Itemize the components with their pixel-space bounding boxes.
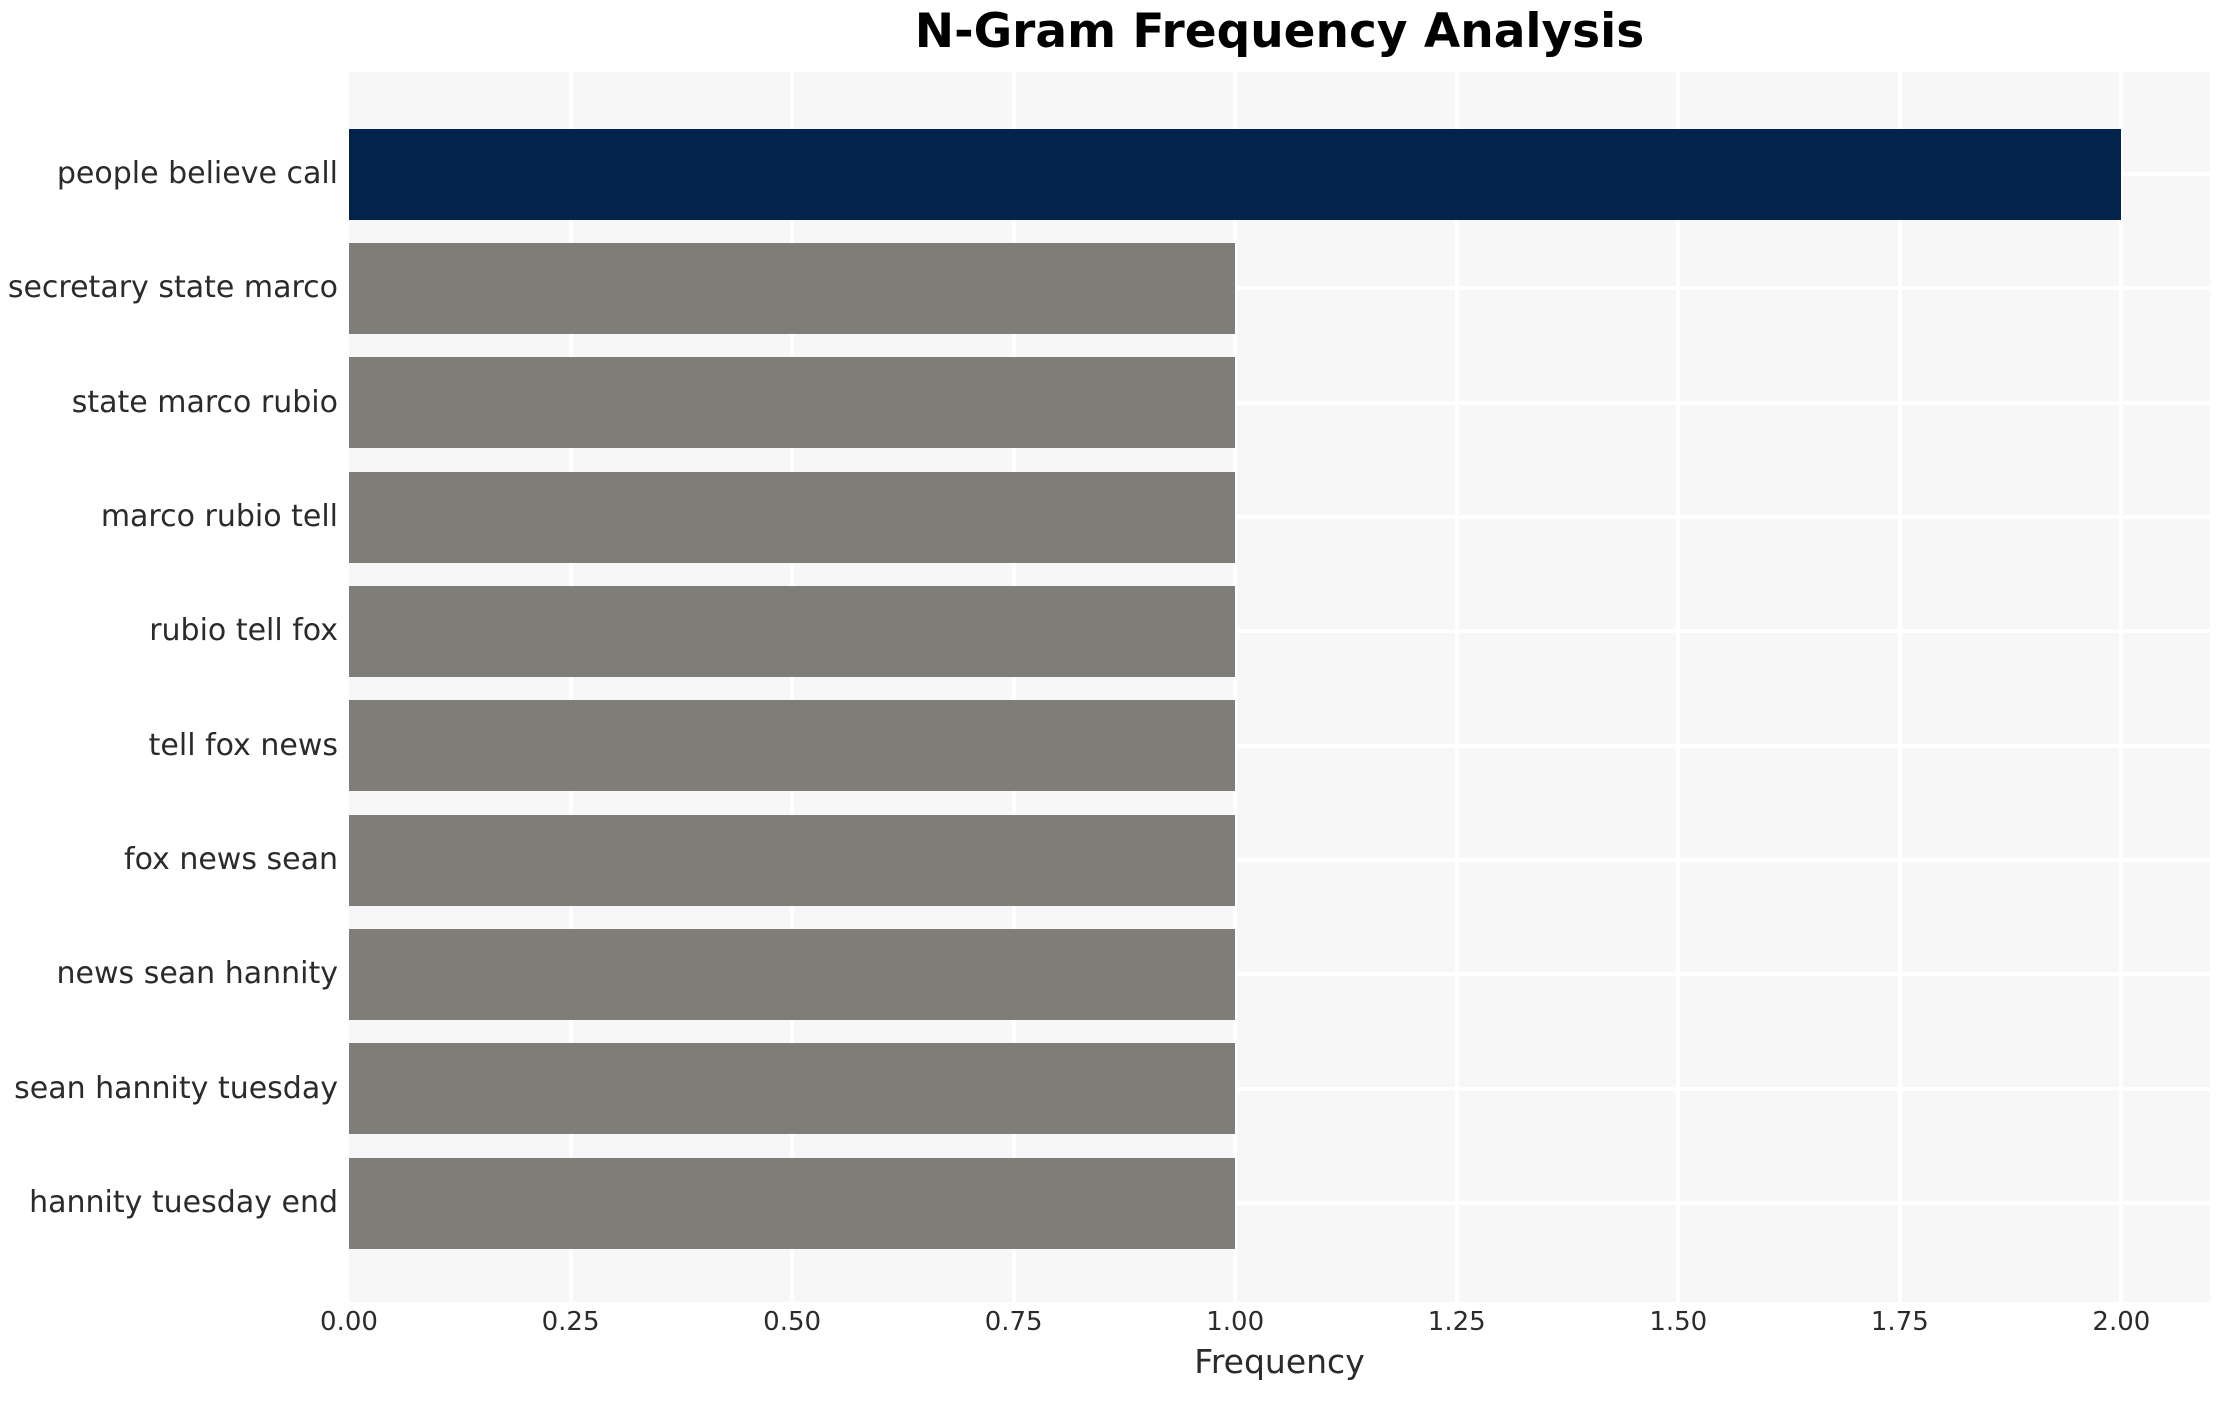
bar: [349, 1157, 1236, 1249]
gridline-vertical: [1676, 72, 1681, 1302]
x-tick-label: 1.00: [1206, 1307, 1265, 1337]
category-label: news sean hannity: [56, 956, 338, 992]
gridline-vertical: [1011, 72, 1016, 1302]
x-axis-title: Frequency: [1194, 1342, 1365, 1381]
bar: [349, 700, 1236, 792]
bar: [349, 814, 1236, 906]
gridline-horizontal: [349, 515, 2210, 520]
gridline-horizontal: [349, 1086, 2210, 1091]
category-label: tell fox news: [148, 727, 338, 763]
bar: [349, 585, 1236, 677]
x-tick-label: 1.75: [1870, 1307, 1929, 1337]
x-tick-label: 1.50: [1649, 1307, 1708, 1337]
bar: [349, 1043, 1236, 1135]
gridline-vertical: [1897, 72, 1902, 1302]
x-tick-label: 0.25: [541, 1307, 600, 1337]
x-tick-label: 2.00: [2092, 1307, 2151, 1337]
bar: [349, 357, 1236, 449]
category-label: hannity tuesday end: [29, 1185, 338, 1221]
category-label: people believe call: [56, 156, 338, 191]
x-tick-label: 0.00: [320, 1307, 378, 1337]
gridline-vertical: [1454, 72, 1459, 1302]
category-label: sean hannity tuesday: [14, 1070, 338, 1106]
category-label: state marco rubio: [71, 384, 338, 420]
gridline-horizontal: [349, 743, 2210, 748]
gridline-horizontal: [349, 286, 2210, 291]
category-label: secretary state marco: [7, 270, 338, 306]
bar: [349, 471, 1236, 563]
bar: [349, 128, 2122, 220]
plot-area: [349, 72, 2210, 1302]
gridline-vertical: [2119, 72, 2124, 1302]
gridline-horizontal: [349, 972, 2210, 977]
gridline-horizontal: [349, 858, 2210, 863]
x-tick-label: 1.25: [1427, 1307, 1486, 1337]
gridline-vertical: [790, 72, 795, 1302]
gridline-horizontal: [349, 629, 2210, 634]
chart-title: N-Gram Frequency Analysis: [914, 4, 1645, 59]
x-tick-label: 0.75: [984, 1307, 1043, 1337]
gridline-horizontal: [349, 1201, 2210, 1206]
gridline-vertical: [568, 72, 573, 1302]
x-tick-label: 0.50: [763, 1307, 822, 1337]
bar: [349, 928, 1236, 1020]
gridline-horizontal: [349, 400, 2210, 405]
bar: [349, 242, 1236, 334]
gridline-vertical: [1233, 72, 1238, 1302]
category-label: marco rubio tell: [100, 499, 338, 535]
category-label: fox news sean: [124, 842, 338, 878]
category-label: rubio tell fox: [149, 613, 338, 649]
